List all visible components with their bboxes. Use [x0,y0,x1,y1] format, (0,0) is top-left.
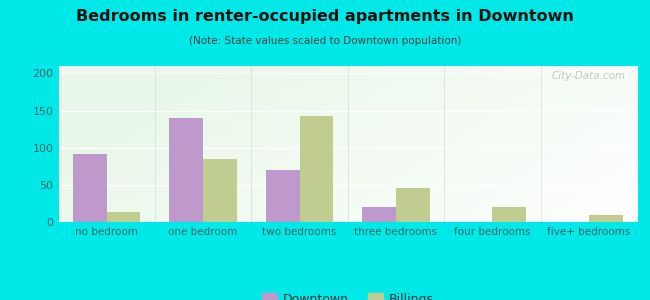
Text: Bedrooms in renter-occupied apartments in Downtown: Bedrooms in renter-occupied apartments i… [76,9,574,24]
Bar [396,188,430,222]
Bar [203,159,237,222]
Bar [266,170,300,222]
Text: (Note: State values scaled to Downtown population): (Note: State values scaled to Downtown p… [188,36,462,46]
Bar [300,116,333,222]
Legend: Downtown, Billings: Downtown, Billings [257,287,439,300]
Bar [107,212,140,222]
Bar [73,154,107,222]
Bar [493,207,526,222]
Bar [589,214,623,222]
Text: City-Data.com: City-Data.com [551,71,625,81]
Bar [362,207,396,222]
Bar [170,118,203,222]
